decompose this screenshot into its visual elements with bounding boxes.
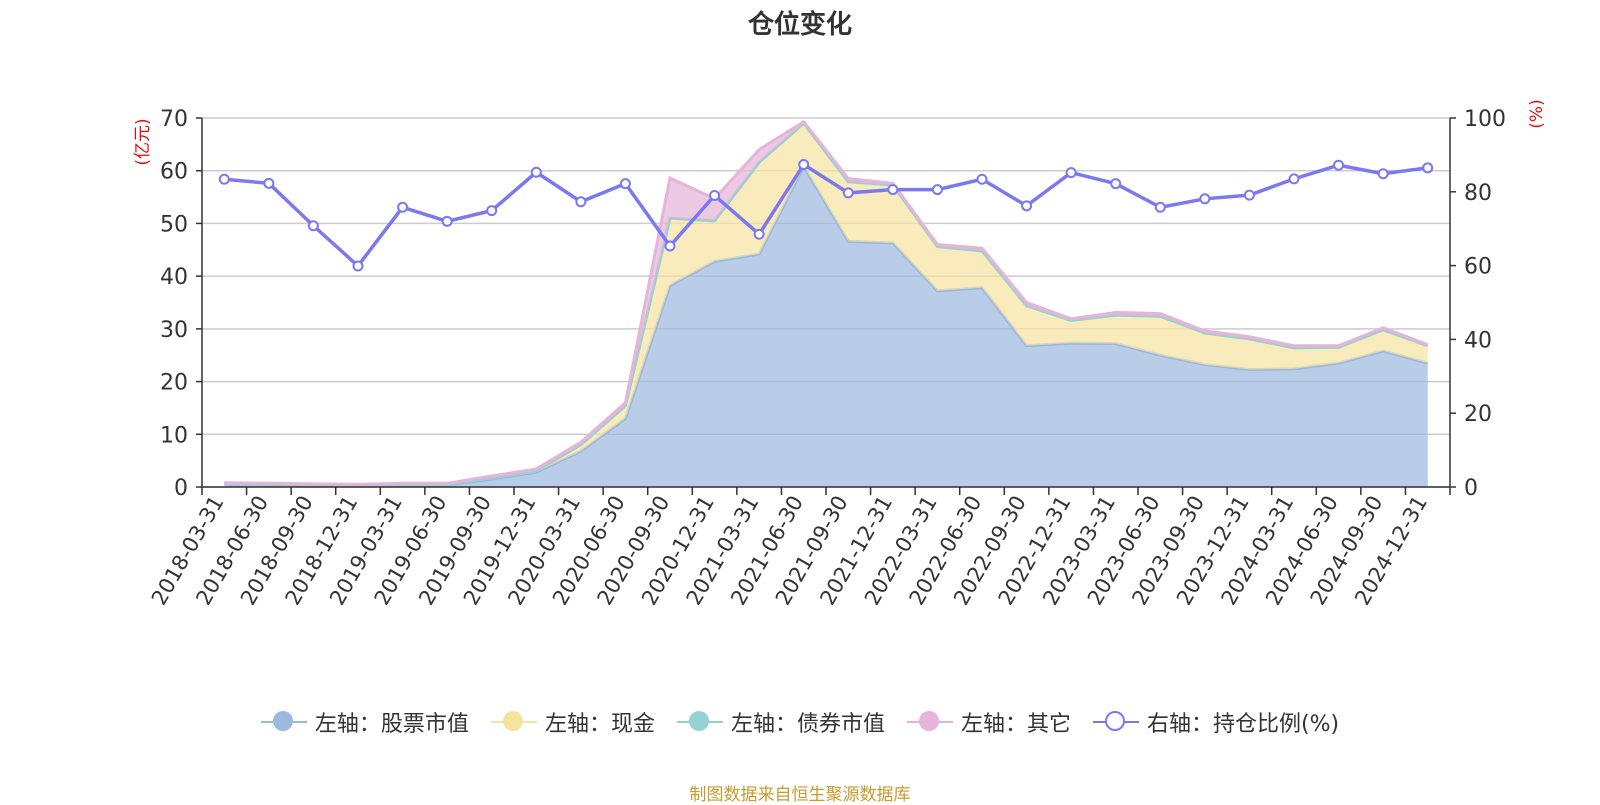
ratio-point <box>1021 200 1033 212</box>
ratio-point <box>218 173 230 185</box>
legend: 左轴：股票市值 左轴：现金 左轴：债券市值 左轴：其它 右轴：持仓比例(%) <box>0 706 1600 738</box>
right-tick-label: 40 <box>1464 328 1492 353</box>
right-tick-label: 20 <box>1464 402 1492 427</box>
right-tick-label: 100 <box>1464 107 1506 132</box>
legend-cash-label: 左轴：现金 <box>544 712 655 737</box>
left-tick-label: 10 <box>160 423 188 448</box>
left-tick-label: 0 <box>174 476 188 501</box>
ratio-point <box>575 196 587 208</box>
right-tick-label: 0 <box>1464 476 1478 501</box>
ratio-point <box>352 260 364 272</box>
left-tick-label: 70 <box>160 107 188 132</box>
legend-stock-label: 左轴：股票市值 <box>314 712 469 737</box>
ratio-point <box>486 205 498 217</box>
legend-item-stock[interactable]: 左轴：股票市值 <box>260 706 469 738</box>
ratio-point <box>263 177 275 189</box>
ratio-point <box>1243 189 1255 201</box>
legend-item-ratio[interactable]: 右轴：持仓比例(%) <box>1092 706 1340 738</box>
ratio-point <box>842 187 854 199</box>
ratio-line <box>224 162 1428 269</box>
left-tick-label: 40 <box>160 265 188 290</box>
area-series-1 <box>224 123 1428 486</box>
legend-item-cash[interactable]: 左轴：现金 <box>490 706 655 738</box>
area-series-0 <box>224 166 1428 488</box>
left-tick-label: 30 <box>160 318 188 343</box>
ratio-point <box>931 184 943 196</box>
ratio-point <box>1065 167 1077 179</box>
ratio-point <box>664 240 676 252</box>
legend-bond-symbol-icon <box>676 709 723 735</box>
area-line-series-3 <box>224 119 1429 486</box>
ratio-point <box>441 215 453 227</box>
ratio-point <box>709 189 721 201</box>
legend-cash-symbol-icon <box>490 709 537 735</box>
ratio-point <box>1333 159 1345 171</box>
ratio-point <box>1377 168 1389 180</box>
ratio-point <box>397 201 409 213</box>
left-tick-label: 60 <box>160 160 188 185</box>
legend-item-bond[interactable]: 左轴：债券市值 <box>676 706 885 738</box>
ratio-point <box>753 228 765 240</box>
chart-title: 仓位变化 <box>747 10 852 40</box>
ratio-point <box>887 184 899 196</box>
right-axis-title: (%) <box>1527 99 1547 128</box>
ratio-point <box>619 178 631 190</box>
legend-ratio-symbol-icon <box>1092 709 1139 735</box>
ratio-point <box>798 158 810 170</box>
legend-stock-symbol-icon <box>260 709 307 735</box>
ratio-point <box>1422 162 1434 174</box>
right-tick-label: 60 <box>1464 255 1492 280</box>
ratio-point <box>1288 173 1300 185</box>
legend-bond-label: 左轴：债券市值 <box>730 712 885 737</box>
ratio-point <box>1110 178 1122 190</box>
ratio-point <box>530 166 542 178</box>
left-axis-title: (亿元) <box>133 118 153 165</box>
legend-other-symbol-icon <box>906 709 953 735</box>
legend-other-label: 左轴：其它 <box>960 712 1071 737</box>
legend-item-other[interactable]: 左轴：其它 <box>906 706 1071 738</box>
data-source-note: 制图数据来自恒生聚源数据库 <box>689 785 911 805</box>
legend-ratio-label: 右轴：持仓比例(%) <box>1146 712 1340 737</box>
left-tick-label: 20 <box>160 371 188 396</box>
left-tick-label: 50 <box>160 212 188 237</box>
ratio-point <box>976 173 988 185</box>
right-tick-label: 80 <box>1464 181 1492 206</box>
ratio-point <box>1154 201 1166 213</box>
ratio-point <box>1199 193 1211 205</box>
ratio-point <box>307 220 319 232</box>
